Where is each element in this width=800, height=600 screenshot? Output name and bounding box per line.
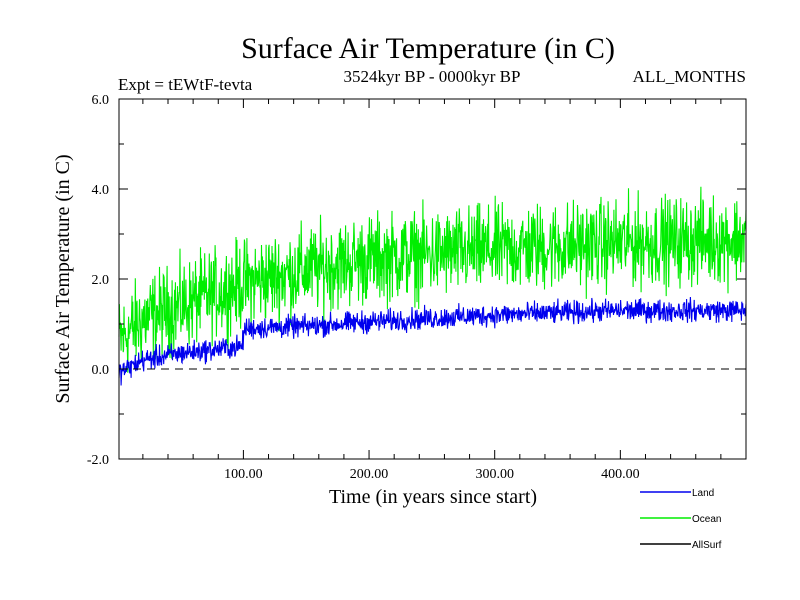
y-tick-label: 2.0 — [92, 273, 110, 288]
x-axis-label: Time (in years since start) — [329, 486, 537, 508]
experiment-label: Expt = tEWtF-tevta — [118, 75, 253, 94]
series-line-land — [118, 186, 747, 373]
legend-allsurf-label: AllSurf — [692, 540, 722, 551]
months-label: ALL_MONTHS — [633, 67, 746, 86]
x-tick-label: 200.00 — [350, 467, 389, 482]
x-tick-label: 100.00 — [224, 467, 263, 482]
y-axis-label: Surface Air Temperature (in C) — [52, 154, 74, 403]
y-tick-label: 4.0 — [92, 183, 110, 198]
chart-title: Surface Air Temperature (in C) — [241, 32, 615, 65]
series-layer — [118, 186, 747, 386]
y-tick-label: 6.0 — [92, 93, 110, 108]
x-tick-label: 300.00 — [475, 467, 514, 482]
legend: Land Ocean AllSurf — [640, 488, 722, 551]
legend-land-label: Ocean — [692, 514, 721, 525]
y-tick-label: 0.0 — [92, 363, 110, 378]
x-tick-label: 400.00 — [601, 467, 640, 482]
legend-ocean-label: Land — [692, 488, 714, 499]
tick-layer: 100.00 200.00 300.00 400.00 -2.0 0.0 2.0 4.0 6.0 — [87, 93, 746, 482]
y-tick-label: -2.0 — [87, 453, 109, 468]
period-label: 3524kyr BP - 0000kyr BP — [344, 67, 521, 86]
series-line-ocean — [118, 296, 747, 386]
